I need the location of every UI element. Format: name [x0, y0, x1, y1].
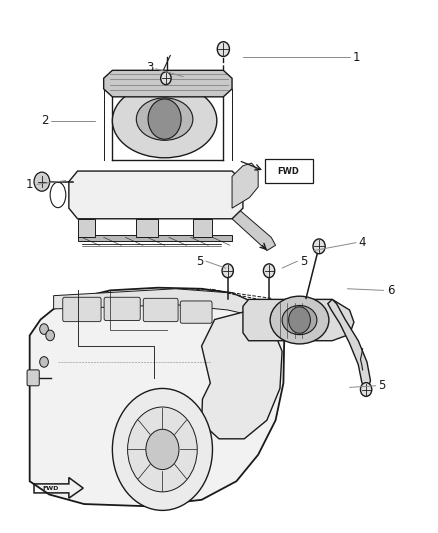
Text: 6: 6 — [387, 284, 395, 297]
Circle shape — [146, 429, 179, 470]
Polygon shape — [53, 289, 258, 317]
Circle shape — [263, 264, 275, 278]
Text: 2: 2 — [41, 114, 49, 127]
Polygon shape — [30, 288, 284, 506]
Polygon shape — [78, 219, 95, 237]
Polygon shape — [232, 163, 258, 208]
Circle shape — [40, 324, 48, 334]
Text: FWD: FWD — [278, 166, 300, 175]
Circle shape — [40, 357, 48, 367]
Circle shape — [34, 172, 49, 191]
Circle shape — [161, 72, 171, 85]
Text: 3: 3 — [146, 61, 153, 74]
Text: FWD: FWD — [42, 486, 58, 491]
FancyBboxPatch shape — [63, 297, 101, 321]
Text: 5: 5 — [300, 255, 307, 268]
FancyBboxPatch shape — [180, 301, 212, 323]
Polygon shape — [193, 219, 212, 237]
Circle shape — [46, 330, 54, 341]
Text: 5: 5 — [196, 255, 203, 268]
Text: 1: 1 — [26, 178, 33, 191]
Text: 1: 1 — [352, 51, 360, 63]
Circle shape — [148, 99, 181, 139]
Ellipse shape — [270, 296, 329, 344]
FancyBboxPatch shape — [265, 159, 313, 183]
Circle shape — [289, 307, 311, 333]
Polygon shape — [232, 209, 276, 251]
Circle shape — [217, 42, 230, 56]
FancyBboxPatch shape — [143, 298, 178, 321]
Circle shape — [313, 239, 325, 254]
Ellipse shape — [136, 98, 193, 140]
Text: 5: 5 — [378, 379, 386, 392]
Circle shape — [360, 383, 372, 397]
Polygon shape — [136, 219, 158, 237]
Polygon shape — [69, 171, 243, 219]
Text: 4: 4 — [359, 236, 366, 249]
FancyBboxPatch shape — [104, 297, 140, 320]
Ellipse shape — [282, 305, 317, 335]
Circle shape — [113, 389, 212, 511]
Polygon shape — [104, 70, 232, 97]
Ellipse shape — [113, 84, 217, 158]
Circle shape — [222, 264, 233, 278]
Circle shape — [127, 407, 197, 492]
Polygon shape — [243, 300, 354, 341]
FancyBboxPatch shape — [27, 370, 39, 386]
Polygon shape — [328, 300, 371, 390]
Polygon shape — [78, 235, 232, 241]
Polygon shape — [201, 312, 282, 439]
